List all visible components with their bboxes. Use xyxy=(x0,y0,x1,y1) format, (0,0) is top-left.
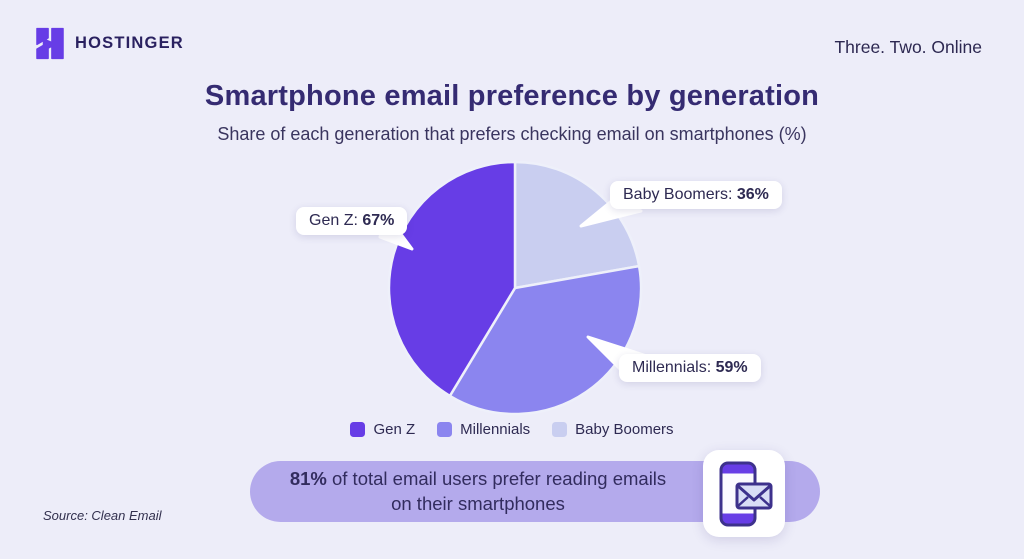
page-subtitle: Share of each generation that prefers ch… xyxy=(217,124,807,144)
legend-label: Millennials xyxy=(460,421,531,438)
pie-slice-gen-z xyxy=(387,160,517,398)
baby-boomers-callout-text: Baby Boomers: xyxy=(623,186,737,203)
stat-banner-text: 81% of total email users prefer reading … xyxy=(250,461,706,522)
legend-label: Gen Z xyxy=(373,421,416,438)
pie-slices xyxy=(387,160,643,416)
baby-boomers-callout-value: 36% xyxy=(736,186,769,203)
gen-z-callout-label: Gen Z: 67% xyxy=(296,207,408,235)
legend-item-gen-z: Gen Z xyxy=(350,421,415,438)
gen-z-swatch-icon xyxy=(350,422,366,437)
gen-z-callout-value: 67% xyxy=(362,212,395,229)
millennials-callout-label: Millennials: 59% xyxy=(619,354,761,382)
millennials-callout-value: 59% xyxy=(715,359,748,376)
baby-boomers-swatch-icon xyxy=(552,422,568,437)
millennials-swatch-icon xyxy=(437,422,453,437)
baby-boomers-callout-label: Baby Boomers: 36% xyxy=(610,181,782,209)
legend-label: Baby Boomers xyxy=(575,421,674,438)
source-note: Source: Clean Email xyxy=(43,508,162,523)
hostinger-logo: HOSTINGER xyxy=(36,27,184,60)
callout-pointers xyxy=(378,197,652,373)
legend-item-millennials: Millennials xyxy=(437,421,530,438)
gen-z-callout-text: Gen Z: xyxy=(309,212,363,229)
chart-legend: Gen Z Millennials Baby Boomers xyxy=(0,421,1024,438)
pie-slice-millennials xyxy=(448,264,643,416)
stat-line-1: 81% of total email users prefer reading … xyxy=(290,467,666,492)
page-title: Smartphone email preference by generatio… xyxy=(204,80,820,112)
stat-line-2: on their smartphones xyxy=(391,492,565,514)
legend-item-baby-boomers: Baby Boomers xyxy=(552,421,674,438)
brand-name: HOSTINGER xyxy=(75,34,184,52)
envelope-icon xyxy=(735,482,773,510)
stat-line-1-rest: of total email users prefer reading emai… xyxy=(326,467,667,489)
millennials-callout-text: Millennials: xyxy=(632,359,716,376)
smartphone-email-icon xyxy=(719,461,773,527)
stat-highlight: 81% xyxy=(289,467,327,489)
smartphone-email-icon-card xyxy=(703,450,785,537)
brand-tagline: Three. Two. Online xyxy=(834,37,982,57)
hostinger-h-icon xyxy=(36,27,64,60)
